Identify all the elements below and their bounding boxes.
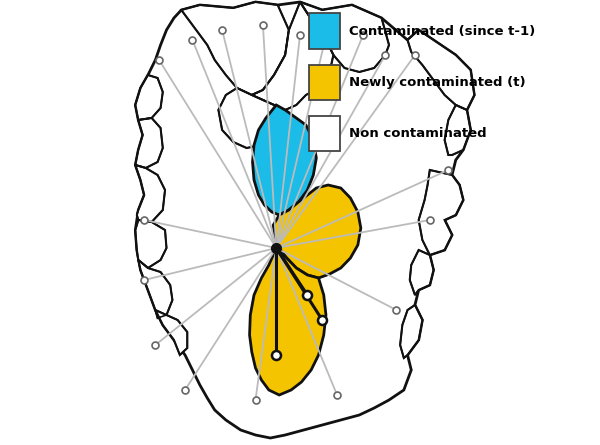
Polygon shape: [139, 260, 172, 318]
Polygon shape: [136, 75, 163, 120]
Polygon shape: [155, 310, 187, 355]
Polygon shape: [136, 118, 163, 168]
Polygon shape: [218, 88, 285, 148]
Polygon shape: [252, 2, 334, 110]
Polygon shape: [136, 220, 167, 268]
Polygon shape: [274, 185, 361, 278]
FancyBboxPatch shape: [309, 65, 340, 100]
Polygon shape: [410, 250, 433, 295]
Text: Newly contaminated (t): Newly contaminated (t): [349, 76, 526, 89]
Polygon shape: [419, 170, 463, 255]
Polygon shape: [136, 2, 474, 438]
Polygon shape: [181, 2, 289, 95]
Polygon shape: [445, 105, 470, 155]
FancyBboxPatch shape: [309, 13, 340, 49]
Text: Non contaminated: Non contaminated: [349, 127, 487, 140]
Text: Contaminated (since t-1): Contaminated (since t-1): [349, 24, 535, 38]
Polygon shape: [250, 248, 326, 395]
Polygon shape: [400, 305, 422, 358]
Polygon shape: [253, 105, 316, 215]
Polygon shape: [407, 30, 474, 110]
Polygon shape: [136, 165, 165, 222]
Polygon shape: [300, 2, 389, 72]
FancyBboxPatch shape: [309, 116, 340, 151]
